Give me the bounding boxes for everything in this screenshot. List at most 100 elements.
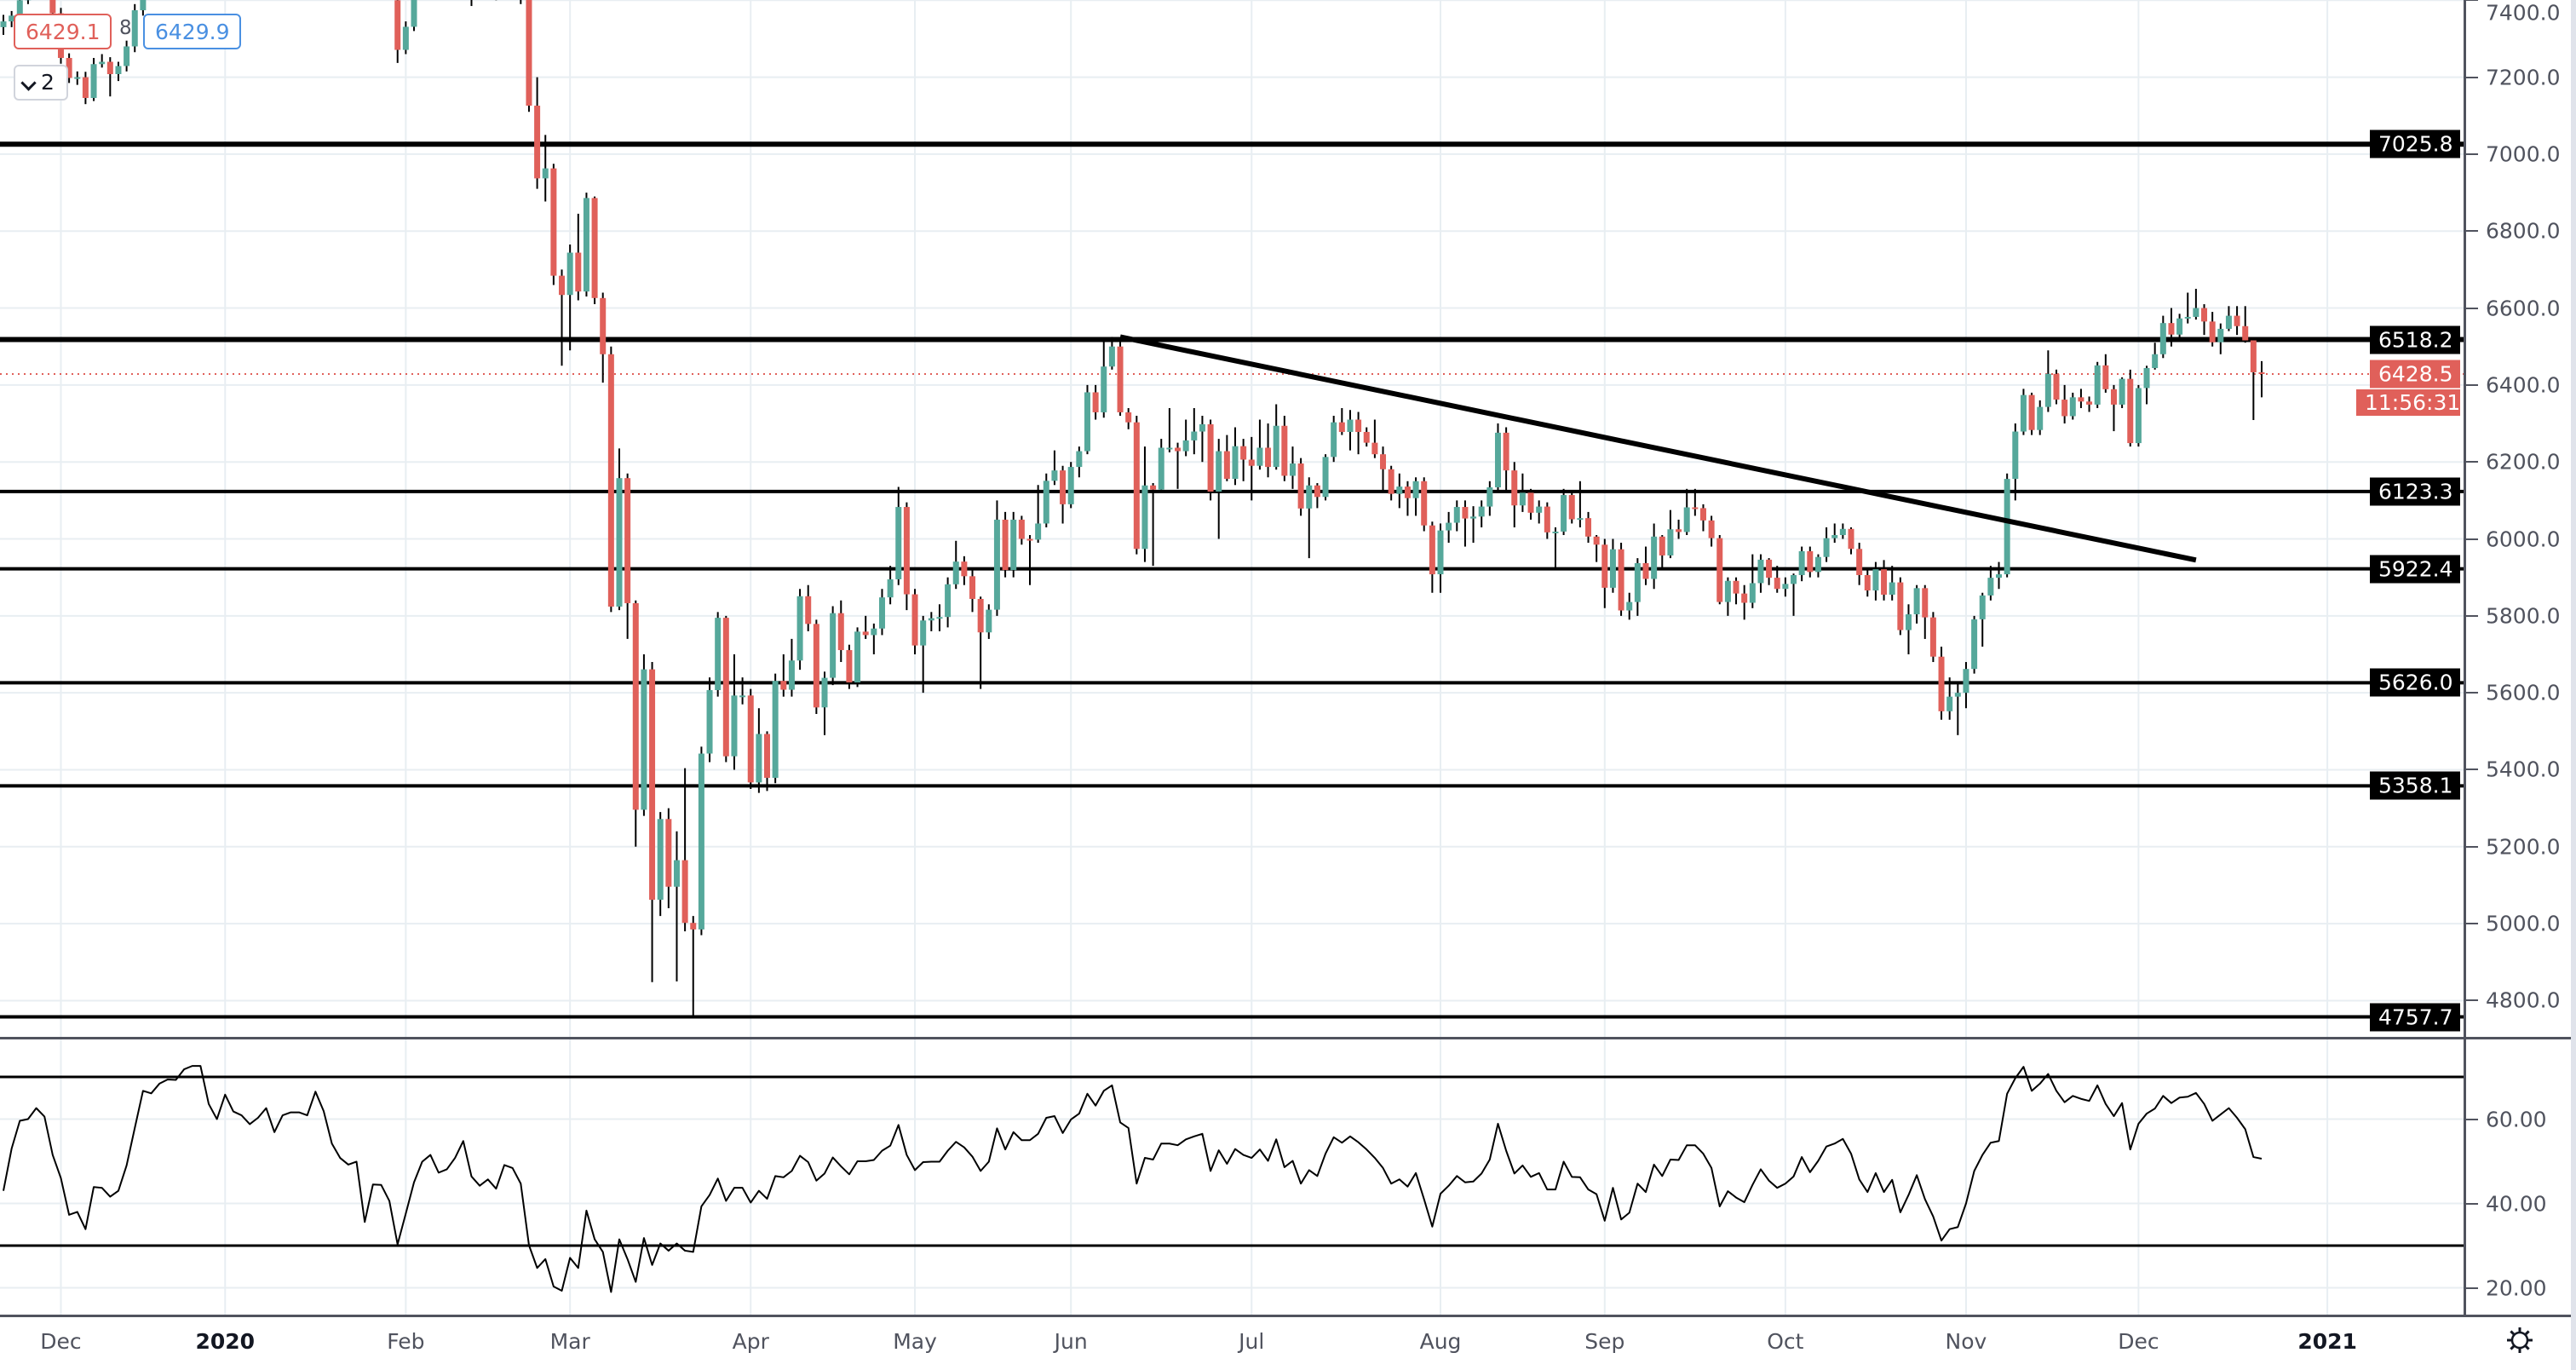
candle-body <box>2184 316 2191 319</box>
candle-body <box>1216 451 1222 492</box>
candle-body <box>1651 536 1658 579</box>
candle <box>1067 462 1074 509</box>
price-tick-label: 6600.0 <box>2486 296 2561 321</box>
candle-body <box>1946 696 1953 711</box>
candle <box>1232 427 1239 486</box>
tick-mark <box>2466 768 2478 771</box>
candle <box>673 831 680 981</box>
candle <box>1774 566 1780 593</box>
candle-body <box>936 617 943 619</box>
candle-body <box>2012 431 2019 480</box>
candle <box>739 677 746 705</box>
candle <box>911 589 918 654</box>
candle-body <box>1699 508 1706 521</box>
candle-body <box>2242 325 2249 341</box>
candle-body <box>131 10 138 47</box>
candle <box>1676 519 1682 539</box>
tick-mark <box>2466 923 2478 925</box>
candle-body <box>526 0 532 106</box>
candle <box>1035 485 1042 544</box>
candle <box>1782 577 1789 597</box>
bar-countdown-label: 11:56:31 <box>2356 389 2460 416</box>
candle-body <box>895 507 902 579</box>
candle <box>1544 502 1550 539</box>
spread-value: 8 <box>119 17 132 39</box>
candle-body <box>2020 394 2027 432</box>
candle <box>1642 546 1649 585</box>
buy-price-button[interactable]: 6429.9 <box>143 14 242 49</box>
tick-mark <box>2466 76 2478 78</box>
tick-mark <box>2466 1202 2478 1205</box>
candle-body <box>756 734 762 783</box>
candle-body <box>641 669 647 810</box>
candle <box>2135 384 2142 447</box>
candle-body <box>1922 588 1929 618</box>
tick-mark <box>2466 230 2478 233</box>
candle <box>1141 446 1148 562</box>
candle-body <box>1527 492 1534 513</box>
candle-body <box>1741 593 1748 603</box>
candle <box>1281 416 1288 481</box>
tick-mark <box>2466 845 2478 848</box>
candle <box>2053 369 2060 405</box>
pane-separator[interactable] <box>0 1037 2571 1039</box>
price-tick-label: 5400.0 <box>2486 757 2561 782</box>
time-axis[interactable] <box>0 1315 2571 1370</box>
level-label: 6123.3 <box>2370 477 2460 506</box>
candle-body <box>1626 602 1633 611</box>
candle-body <box>1306 485 1313 509</box>
candle <box>2119 377 2125 408</box>
time-tick-label: Jul <box>1239 1329 1265 1354</box>
candle-body <box>1117 346 1124 412</box>
candle-body <box>9 15 15 22</box>
candle-body <box>1199 423 1205 432</box>
candle <box>1577 481 1584 527</box>
support-resistance-levels <box>0 141 2464 1019</box>
candle-body <box>82 77 89 98</box>
chevron-down-icon <box>20 75 37 91</box>
candle-body <box>1577 518 1584 521</box>
price-tick-label: 7200.0 <box>2486 65 2561 90</box>
candle-body <box>583 198 589 292</box>
candle <box>862 615 869 639</box>
candle-body <box>1782 584 1789 590</box>
price-chart[interactable] <box>0 0 2464 1037</box>
candle <box>1060 465 1067 524</box>
candle-body <box>1207 423 1214 492</box>
candle <box>2069 392 2076 420</box>
candle <box>1839 523 1846 539</box>
rsi-chart[interactable] <box>0 1039 2464 1315</box>
price-axis[interactable] <box>2464 0 2571 1315</box>
candle-body <box>1191 431 1198 440</box>
candle-body <box>1667 529 1674 555</box>
gear-icon[interactable] <box>2504 1325 2535 1356</box>
candle-body <box>1470 516 1477 519</box>
candle <box>772 673 779 784</box>
time-tick-label: 2020 <box>195 1329 256 1354</box>
candle-body <box>1076 451 1083 468</box>
candle <box>895 486 902 585</box>
candle-body <box>1593 536 1600 545</box>
candle-body <box>920 620 927 646</box>
candle <box>1938 646 1945 720</box>
tick-mark <box>2466 461 2478 463</box>
candle-body <box>1108 346 1115 367</box>
collapse-indicators-button[interactable]: 2 <box>14 65 68 101</box>
candle <box>1133 416 1140 555</box>
trendline[interactable] <box>1119 334 2197 563</box>
sell-price-button[interactable]: 6429.1 <box>14 14 112 49</box>
candle-body <box>1338 422 1345 432</box>
candle <box>1289 446 1296 489</box>
candle-body <box>1568 495 1575 520</box>
candle <box>1092 384 1099 420</box>
candle <box>1297 458 1304 516</box>
candle-body <box>1519 492 1526 506</box>
time-tick-label: Oct <box>1767 1329 1804 1354</box>
candle <box>1338 407 1345 435</box>
candle-body <box>1642 562 1649 579</box>
price-tick-label: 5200.0 <box>2486 834 2561 860</box>
candle-body <box>1281 425 1288 476</box>
candle <box>131 3 138 53</box>
candle-body <box>1043 481 1049 524</box>
candle <box>1043 473 1049 527</box>
